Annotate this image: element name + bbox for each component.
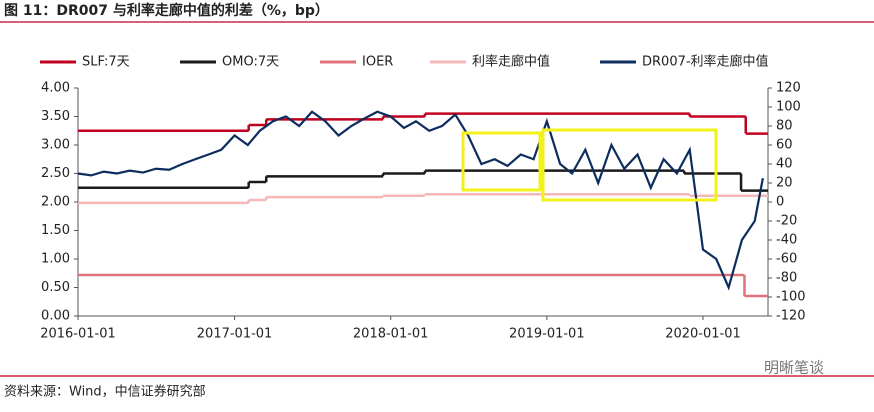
y2-tick-label: 120: [776, 81, 801, 96]
y2-tick-label: -120: [776, 309, 806, 324]
x-tick-label: 2018-01-01: [353, 327, 429, 342]
series-line: [77, 110, 764, 291]
y2-tick-label: 0: [776, 195, 784, 210]
y2-tick-label: -80: [776, 271, 797, 286]
x-tick-label: 2017-01-01: [197, 327, 273, 342]
highlight-box: [461, 131, 542, 192]
x-tick-label: 2020-01-01: [665, 327, 741, 342]
y-tick-label: 2.00: [41, 195, 70, 210]
x-tick-label: 2016-01-01: [40, 327, 116, 342]
y2-tick-label: 60: [776, 138, 793, 153]
y2-tick-label: 40: [776, 157, 793, 172]
y2-tick-label: -40: [776, 233, 797, 248]
y2-tick-label: 100: [776, 100, 801, 115]
y2-tick-label: -100: [776, 290, 806, 305]
y2-tick-label: 80: [776, 119, 793, 134]
legend-label: DR007-利率走廊中值: [642, 54, 769, 70]
source-note: 资料来源：Wind，中信证券研究部: [4, 384, 206, 400]
y-tick-label: 2.50: [41, 166, 70, 181]
legend-label: OMO:7天: [222, 55, 279, 70]
y2-tick-label: -60: [776, 252, 797, 267]
legend-label: IOER: [362, 55, 393, 70]
y-tick-label: 4.00: [41, 81, 70, 96]
watermark: 明晰笔谈: [764, 359, 824, 377]
y-tick-label: 1.50: [41, 223, 70, 238]
legend-label: SLF:7天: [82, 55, 130, 70]
y-tick-label: 0.50: [41, 280, 70, 295]
legend: SLF:7天 OMO:7天 IOER 利率走廊中值 DR007-利率走廊中值: [40, 54, 769, 70]
y-tick-label: 3.00: [41, 138, 70, 153]
y2-tick-label: 20: [776, 176, 793, 191]
plot-area: 0.00 0.50 1.00 1.50 2.00 2.50 3.00 3.50 4.00 -120…: [40, 81, 805, 342]
highlight-box: [541, 128, 718, 202]
y-tick-label: 3.50: [41, 109, 70, 124]
y2-tick-label: -20: [776, 214, 797, 229]
y-tick-label: 0.00: [41, 309, 70, 324]
x-tick-label: 2019-01-01: [509, 327, 585, 342]
chart-title: 图 11：DR007 与利率走廊中值的利差（%，bp）: [4, 2, 329, 19]
legend-label: 利率走廊中值: [472, 54, 550, 70]
y-tick-label: 1.00: [41, 252, 70, 267]
